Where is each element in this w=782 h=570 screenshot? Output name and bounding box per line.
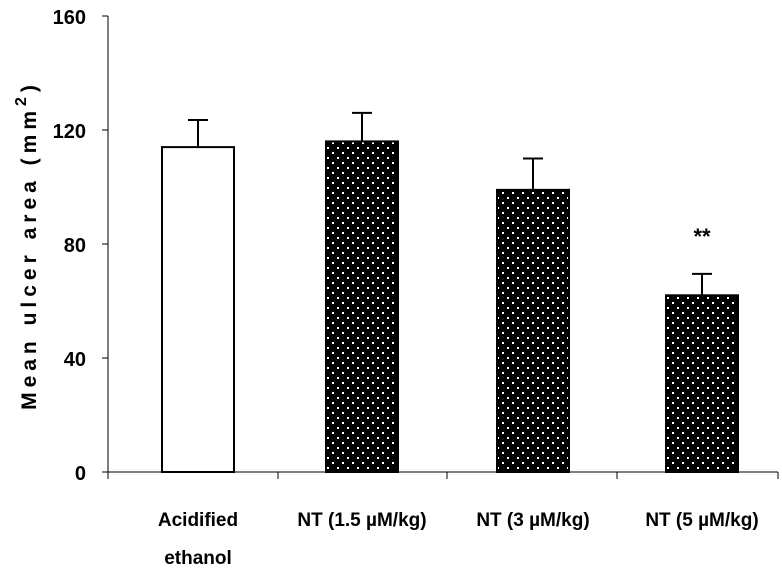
significance-label: ** xyxy=(693,224,711,249)
x-category-label: Acidified xyxy=(158,510,238,531)
y-axis-title-text: Mean ulcer area (mm xyxy=(18,106,41,410)
y-tick-label: 0 xyxy=(75,463,86,485)
y-axis-title: Mean ulcer area (mm2) xyxy=(13,80,41,410)
y-tick-label: 160 xyxy=(53,7,86,29)
bars: ** xyxy=(161,111,739,473)
y-tick-label: 120 xyxy=(53,121,86,143)
x-category-label: NT (3 µM/kg) xyxy=(476,510,589,531)
bar xyxy=(496,188,570,473)
y-tick-label: 80 xyxy=(64,235,86,257)
x-category-label: NT (1.5 µM/kg) xyxy=(297,510,426,531)
y-axis-title-superscript: 2 xyxy=(13,92,30,106)
bar xyxy=(161,146,235,473)
bar xyxy=(665,294,739,473)
y-axis-title-close: ) xyxy=(18,80,41,92)
x-category-label: ethanol xyxy=(164,548,232,569)
category-labels: Acidified ethanol NT (1.5 µM/kg) NT (3 µM/k… xyxy=(158,510,759,569)
y-tick-label: 40 xyxy=(64,349,86,371)
bar xyxy=(325,140,399,473)
x-category-label: NT (5 µM/kg) xyxy=(645,510,758,531)
